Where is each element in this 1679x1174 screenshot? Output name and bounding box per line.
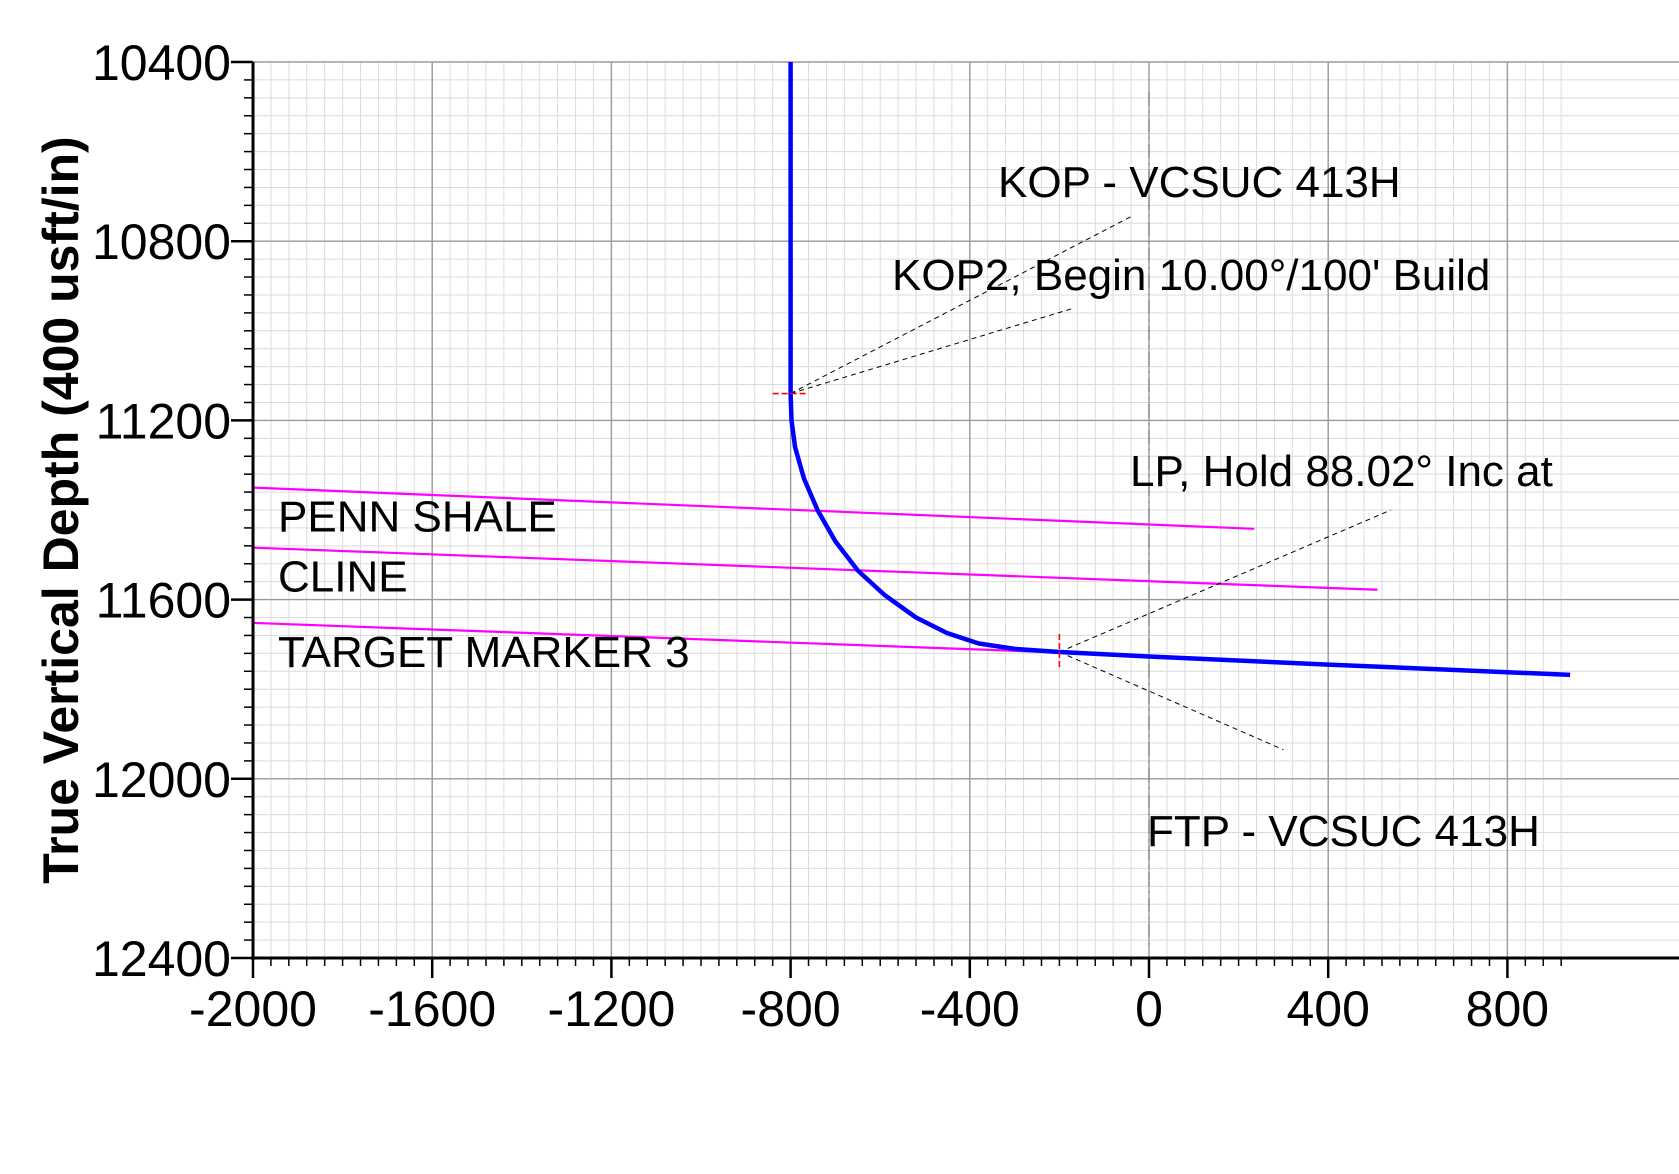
annotation-leader [1059,509,1392,653]
formation-label: PENN SHALE [278,493,557,542]
x-tick-label: 800 [1466,981,1549,1037]
y-axis-title: True Vertical Depth (400 usft/in) [33,136,89,883]
y-tick-label: 12400 [92,931,231,987]
x-tick-label: 400 [1286,981,1369,1037]
x-tick-label: -400 [920,981,1020,1037]
x-tick-label: -1200 [547,981,675,1037]
x-tick-label: -800 [741,981,841,1037]
x-tick-label: -2000 [189,981,317,1037]
annotation-label: KOP - VCSUC 413H [998,158,1401,207]
annotation-leader [790,307,1073,394]
formation-line [252,486,1255,530]
formation-lines: PENN SHALE CLINE TARGET MARKER 3 [252,486,1378,677]
y-tick-label: 10400 [92,35,231,91]
formation-line [252,546,1378,591]
y-tick-label: 11600 [96,573,231,629]
y-tick-label: 11200 [96,393,231,449]
formation-label: CLINE [278,553,408,602]
chart-labels: KOP - VCSUC 413H KOP2, Begin 10.00°/100' … [33,35,1553,1037]
wellbore-path [788,62,1571,678]
x-tick-label: 0 [1135,981,1163,1037]
annotation-label: KOP2, Begin 10.00°/100' Build [892,251,1490,300]
y-tick-label: 12000 [92,752,231,808]
y-tick-label: 10800 [92,214,231,270]
wellbore-series [788,62,1571,678]
formation-label: TARGET MARKER 3 [278,628,690,677]
annotation-leader [790,216,1132,394]
annotation-label: LP, Hold 88.02° Inc at [1130,447,1553,496]
annotation-label: FTP - VCSUC 413H [1147,807,1540,856]
axes [231,60,1679,978]
annotation-leader [1059,651,1284,751]
annotation-leaders [790,216,1392,751]
x-tick-label: -1600 [368,981,496,1037]
formation-line [252,621,1060,654]
survey-markers [772,392,1061,671]
